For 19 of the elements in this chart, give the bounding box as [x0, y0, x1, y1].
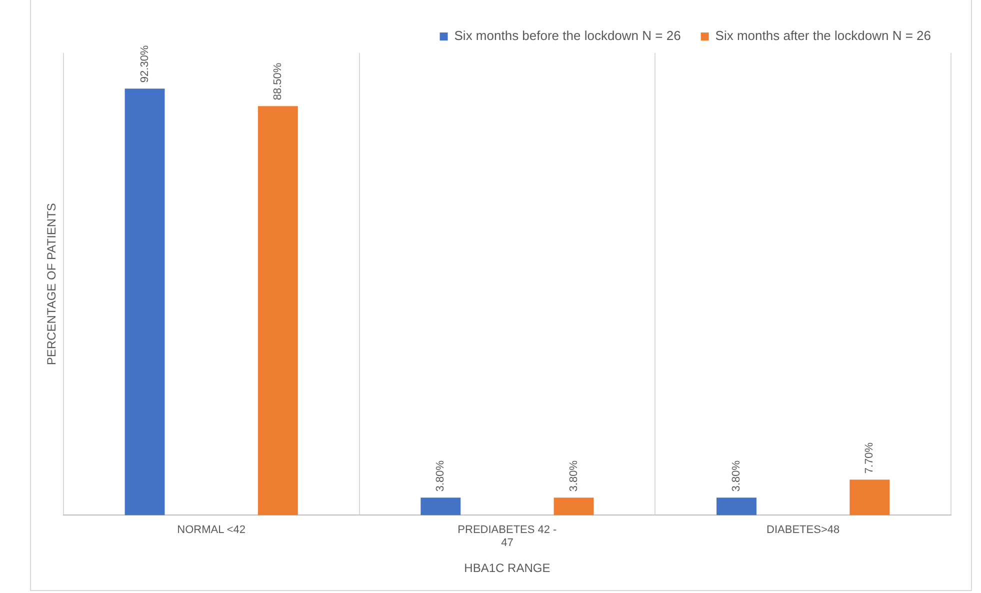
bar: [124, 88, 165, 516]
bar: [258, 106, 298, 516]
x-tick-label: DIABETES>48: [766, 524, 840, 536]
data-label: 3.80%: [568, 460, 580, 492]
y-axis-title: PERCENTAGE OF PATIENTS: [44, 203, 59, 366]
data-label: 92.30%: [138, 45, 151, 83]
data-label: 7.70%: [864, 442, 876, 474]
x-tick-label: NORMAL <42: [177, 524, 246, 536]
x-axis-title: HBA1C RANGE: [464, 561, 550, 576]
bar: [850, 480, 890, 516]
legend-label: Six months after the lockdown N = 26: [715, 28, 932, 44]
data-label: 88.50%: [272, 62, 284, 100]
x-tick-label: PREDIABETES 42 - 47: [458, 524, 558, 550]
bar: [716, 498, 756, 516]
bar: [554, 498, 594, 516]
legend-label: Six months before the lockdown N = 26: [454, 28, 681, 44]
bar: [420, 498, 461, 516]
data-label: 3.80%: [730, 460, 743, 492]
data-label: 3.80%: [434, 460, 447, 492]
